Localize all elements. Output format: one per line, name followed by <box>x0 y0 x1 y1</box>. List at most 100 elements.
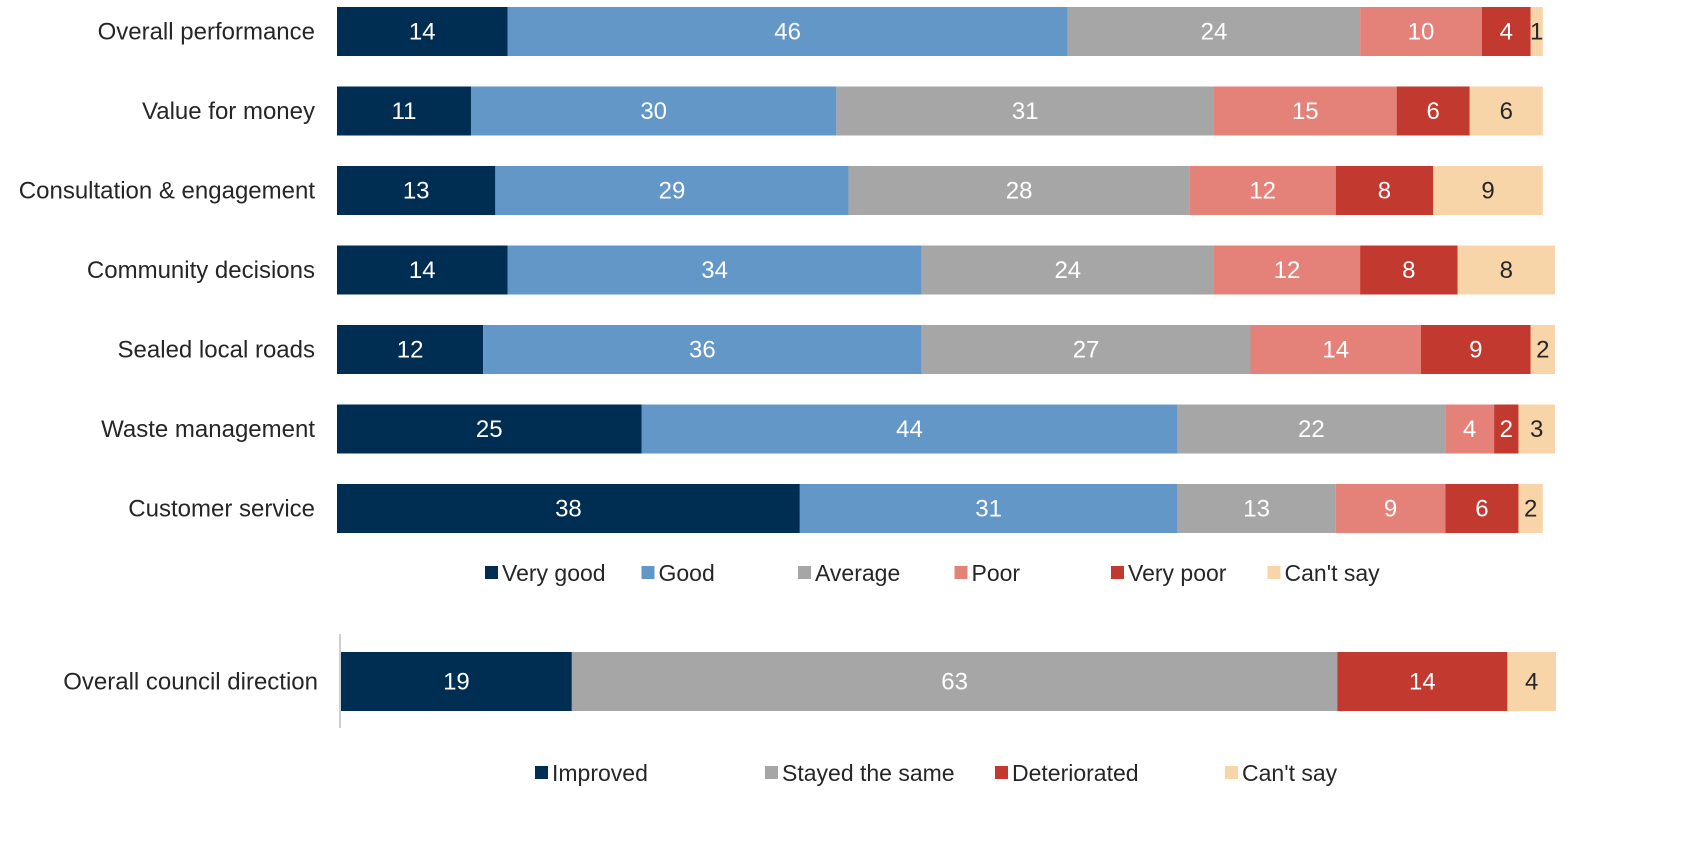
bar-sealed-local-roads-can-t-say <box>1530 325 1555 374</box>
value-label-waste-management-can-t-say: 3 <box>1530 416 1543 443</box>
value-label-overall-performance-can-t-say: 1 <box>1530 19 1543 46</box>
legend-label-can-t-say: Can't say <box>1242 760 1338 786</box>
legend-label-poor: Poor <box>972 560 1021 586</box>
value-label-waste-management-poor: 4 <box>1463 416 1476 443</box>
value-label-value-for-money-very-poor: 6 <box>1427 98 1440 125</box>
bar-community-decisions-average <box>921 245 1214 295</box>
legend-swatch-improved <box>535 766 548 779</box>
bar-overall-performance-can-t-say <box>1530 7 1543 56</box>
value-label-community-decisions-average: 24 <box>1054 257 1081 284</box>
bar-value-for-money-very-poor <box>1396 86 1470 136</box>
value-label-overall-performance-very-poor: 4 <box>1500 19 1513 46</box>
legend-label-improved: Improved <box>552 760 648 786</box>
bar-community-decisions-can-t-say <box>1457 245 1555 295</box>
legend-swatch-deteriorated <box>995 766 1008 779</box>
bar-overall-council-direction-can-t-say <box>1507 652 1556 711</box>
value-label-overall-performance-poor: 10 <box>1408 19 1435 46</box>
value-label-value-for-money-can-t-say: 6 <box>1500 98 1513 125</box>
category-label-sealed-local-roads: Sealed local roads <box>118 337 315 364</box>
value-label-value-for-money-very-good: 11 <box>392 98 417 125</box>
legend-swatch-very-good <box>485 566 498 579</box>
bar-sealed-local-roads-good <box>483 325 922 374</box>
bar-value-for-money-poor <box>1213 86 1397 136</box>
value-label-overall-performance-good: 46 <box>774 19 801 46</box>
bar-overall-performance-very-good <box>337 7 508 56</box>
bar-value-for-money-very-good <box>337 86 471 136</box>
legend-swatch-very-poor <box>1111 566 1124 579</box>
direction-chart: Overall council direction 19 63 14 4 <box>63 634 1556 728</box>
value-label-consultation-engagement-good: 29 <box>659 178 686 205</box>
bar-sealed-local-roads-very-poor <box>1421 325 1531 374</box>
value-label-community-decisions-very-good: 14 <box>409 257 436 284</box>
category-label-value-for-money: Value for money <box>142 98 315 125</box>
bar-waste-management-very-good <box>337 404 642 454</box>
value-label-customer-service-good: 31 <box>975 496 1002 523</box>
bar-customer-service-average <box>1177 484 1336 533</box>
bar-overall-council-direction-improved <box>341 652 572 711</box>
bar-consultation-engagement-good <box>495 166 849 215</box>
bar-overall-performance-average <box>1067 7 1361 56</box>
value-label-value-for-money-good: 30 <box>640 98 667 125</box>
value-label-overall-council-direction-stayed-the-same: 63 <box>941 669 968 696</box>
bar-consultation-engagement-average <box>848 166 1190 215</box>
bar-customer-service-can-t-say <box>1518 484 1543 533</box>
legend-label-average: Average <box>815 560 900 586</box>
category-label-overall-council-direction: Overall council direction <box>63 669 318 696</box>
bar-customer-service-good <box>799 484 1178 533</box>
bar-overall-council-direction-deteriorated <box>1337 652 1508 711</box>
value-label-waste-management-very-good: 25 <box>476 416 503 443</box>
value-label-waste-management-average: 22 <box>1298 416 1325 443</box>
value-label-consultation-engagement-can-t-say: 9 <box>1481 178 1494 205</box>
bar-consultation-engagement-can-t-say <box>1433 166 1543 215</box>
category-label-customer-service: Customer service <box>128 496 315 523</box>
value-label-waste-management-very-poor: 2 <box>1500 416 1513 443</box>
value-label-customer-service-average: 13 <box>1243 496 1270 523</box>
value-label-community-decisions-poor: 12 <box>1274 257 1301 284</box>
legend-swatch-average <box>798 566 811 579</box>
value-label-sealed-local-roads-very-good: 12 <box>397 337 424 364</box>
value-label-overall-performance-average: 24 <box>1201 19 1228 46</box>
ratings-legend: Very good Good Average Poor Very poor Can't s… <box>485 560 1380 586</box>
legend-swatch-can-t-say <box>1225 766 1238 779</box>
bar-community-decisions-good <box>507 245 922 295</box>
bar-community-decisions-very-good <box>337 245 508 295</box>
value-label-customer-service-can-t-say: 2 <box>1524 496 1537 523</box>
legend-label-very-good: Very good <box>502 560 606 586</box>
bar-value-for-money-good <box>470 86 837 136</box>
legend-swatch-can-t-say <box>1267 566 1281 579</box>
legend-swatch-poor <box>954 566 968 579</box>
bar-waste-management-good <box>641 404 1178 454</box>
bar-value-for-money-average <box>836 86 1214 136</box>
direction-legend: Improved Stayed the same Deteriorated Can't… <box>535 760 1338 786</box>
value-label-value-for-money-poor: 15 <box>1292 98 1319 125</box>
bar-sealed-local-roads-average <box>921 325 1251 374</box>
value-label-consultation-engagement-average: 28 <box>1006 178 1033 205</box>
bar-waste-management-can-t-say <box>1518 404 1555 454</box>
bar-consultation-engagement-poor <box>1189 166 1336 215</box>
legend-swatch-good <box>641 566 655 579</box>
value-label-sealed-local-roads-good: 36 <box>689 337 716 364</box>
value-label-sealed-local-roads-average: 27 <box>1073 337 1100 364</box>
bar-consultation-engagement-very-poor <box>1335 166 1434 215</box>
value-label-community-decisions-good: 34 <box>701 257 728 284</box>
value-label-consultation-engagement-very-good: 13 <box>403 178 430 205</box>
value-label-sealed-local-roads-can-t-say: 2 <box>1536 337 1549 364</box>
bar-consultation-engagement-very-good <box>337 166 496 215</box>
legend-label-deteriorated: Deteriorated <box>1012 760 1139 786</box>
bar-customer-service-very-good <box>337 484 800 533</box>
value-label-sealed-local-roads-very-poor: 9 <box>1469 337 1482 364</box>
bar-sealed-local-roads-very-good <box>337 325 484 374</box>
value-label-community-decisions-very-poor: 8 <box>1402 257 1415 284</box>
bar-sealed-local-roads-poor <box>1250 325 1422 374</box>
value-label-overall-council-direction-deteriorated: 14 <box>1409 669 1436 696</box>
category-label-consultation-engagement: Consultation & engagement <box>19 178 316 205</box>
value-label-consultation-engagement-poor: 12 <box>1249 178 1276 205</box>
bar-customer-service-very-poor <box>1445 484 1519 533</box>
legend-label-stayed-the-same: Stayed the same <box>782 760 955 786</box>
value-label-value-for-money-average: 31 <box>1012 98 1039 125</box>
value-label-overall-council-direction-improved: 19 <box>443 669 470 696</box>
value-label-community-decisions-can-t-say: 8 <box>1500 257 1513 284</box>
bar-community-decisions-very-poor <box>1360 245 1458 295</box>
bar-community-decisions-poor <box>1213 245 1361 295</box>
